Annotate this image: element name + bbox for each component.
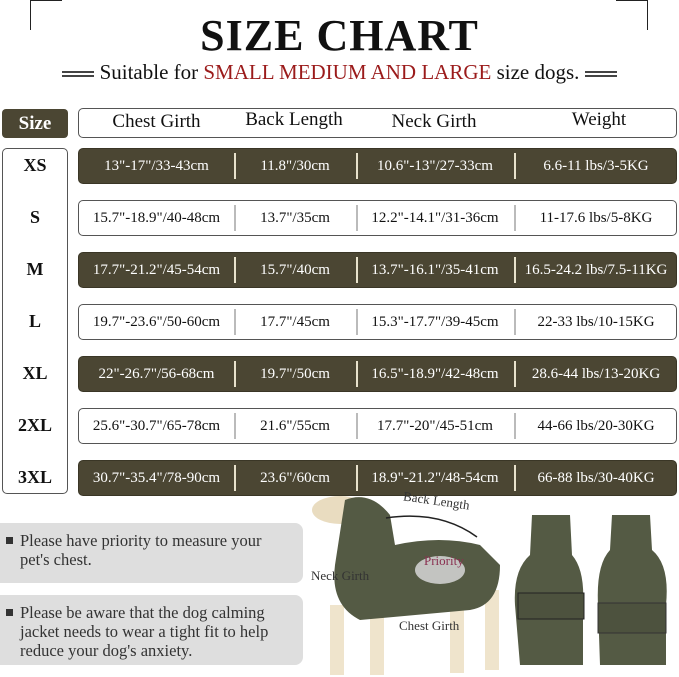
column-divider [514,205,516,231]
table-row: 17.7"-21.2"/45-54cm 15.7"/40cm 13.7"-16.1"… [78,252,677,288]
column-divider [234,309,236,335]
cell-chest: 25.6"-30.7"/65-78cm [92,417,221,434]
dog-image [312,496,500,675]
column-divider [356,205,358,231]
cell-weight: 16.5-24.2 lbs/7.5-11KG [524,261,668,278]
column-divider [234,413,236,439]
back-length-line [385,515,478,538]
cell-chest: 17.7"-21.2"/45-54cm [92,261,221,278]
column-divider [234,361,236,387]
cell-chest: 13"-17"/33-43cm [104,157,209,174]
size-label: 3XL [17,467,52,487]
column-divider [514,153,516,179]
column-divider [514,465,516,491]
dog-jacket-illustration [312,496,667,675]
column-divider [514,413,516,439]
column-divider [514,361,516,387]
table-row: 13"-17"/33-43cm 11.8"/30cm 10.6"-13"/27-33… [78,148,677,184]
cell-chest: 22"-26.7"/56-68cm [98,365,215,382]
column-divider [514,257,516,283]
column-divider [356,413,358,439]
column-divider [356,465,358,491]
cell-neck: 13.7"-16.1"/35-41cm [371,261,499,278]
cell-weight: 22-33 lbs/10-15KG [537,313,655,330]
corner-decoration [616,0,648,30]
page-title: SIZE CHART [200,11,479,60]
cell-neck: 17.7"-20"/45-51cm [377,417,493,434]
cell-weight: 11-17.6 lbs/5-8KG [539,209,653,226]
note-chest: Please have priority to measure your pet… [0,523,303,583]
cell-chest: 19.7"-23.6"/50-60cm [92,313,221,330]
cell-weight: 66-88 lbs/30-40KG [537,469,655,486]
column-divider [234,205,236,231]
table-row: 25.6"-30.7"/65-78cm 21.6"/55cm 17.7"-20"/4… [78,408,677,444]
header-neck: Neck Girth [391,111,477,132]
bullet-icon [6,609,13,616]
priority-bubble [415,556,465,584]
label-priority: Priority [424,553,464,568]
cell-chest: 15.7"-18.9"/40-48cm [92,209,221,226]
corner-decoration [30,0,62,30]
subtitle: Suitable for SMALL MEDIUM AND LARGE size… [0,60,679,85]
size-column [2,148,68,494]
note-text: Please have priority to measure your pet… [20,531,262,569]
size-label: 2XL [17,415,52,435]
column-divider [356,361,358,387]
cell-neck: 10.6"-13"/27-33cm [377,157,493,174]
size-header: Size [2,109,68,138]
size-label: XL [22,363,48,383]
size-label: L [28,311,41,331]
label-chest-girth: Chest Girth [399,618,460,633]
header-weight: Weight [571,109,627,130]
note-fit: Please be aware that the dog calming jac… [0,595,303,665]
table-header: Chest Girth Back Length Neck Girth Weigh… [78,108,677,138]
cell-weight: 28.6-44 lbs/13-20KG [531,365,661,382]
header-chest: Chest Girth [112,111,201,132]
divider [61,71,94,78]
column-divider [234,257,236,283]
table-row: 30.7"-35.4"/78-90cm 23.6"/60cm 18.9"-21.2"… [78,460,677,496]
size-label: XS [23,155,47,175]
subtitle-text: size dogs. [491,60,580,84]
table-row: 19.7"-23.6"/50-60cm 17.7"/45cm 15.3"-17.7"… [78,304,677,340]
cell-neck: 18.9"-21.2"/48-54cm [371,469,499,486]
cell-back: 23.6"/60cm [260,469,330,486]
bullet-icon [6,537,13,544]
size-label: M [26,259,44,279]
header-back: Back Length [245,109,343,130]
cell-neck: 15.3"-17.7"/39-45cm [371,313,499,330]
cell-back: 17.7"/45cm [260,313,330,330]
column-divider [234,153,236,179]
label-neck-girth: Neck Girth [311,568,370,583]
jacket-back-image [597,515,667,665]
cell-weight: 6.6-11 lbs/3-5KG [543,157,649,174]
column-divider [356,309,358,335]
note-text: Please be aware that the dog calming jac… [20,603,269,660]
column-divider [356,257,358,283]
cell-back: 19.7"/50cm [260,365,330,382]
cell-back: 21.6"/55cm [260,417,330,434]
table-row: 22"-26.7"/56-68cm 19.7"/50cm 16.5"-18.9"/4… [78,356,677,392]
size-label: S [29,207,40,227]
subtitle-highlight: SMALL MEDIUM AND LARGE [203,60,492,84]
column-divider [356,153,358,179]
cell-back: 15.7"/40cm [260,261,330,278]
column-divider [234,465,236,491]
cell-back: 11.8"/30cm [260,157,330,174]
divider [585,71,618,78]
cell-chest: 30.7"-35.4"/78-90cm [92,469,221,486]
column-divider [514,309,516,335]
subtitle-text: Suitable for [99,60,204,84]
jacket-front-image [514,515,585,665]
table-row: 15.7"-18.9"/40-48cm 13.7"/35cm 12.2"-14.1"… [78,200,677,236]
cell-weight: 44-66 lbs/20-30KG [537,417,655,434]
cell-neck: 12.2"-14.1"/31-36cm [371,209,499,226]
cell-neck: 16.5"-18.9"/42-48cm [371,365,499,382]
cell-back: 13.7"/35cm [260,209,330,226]
